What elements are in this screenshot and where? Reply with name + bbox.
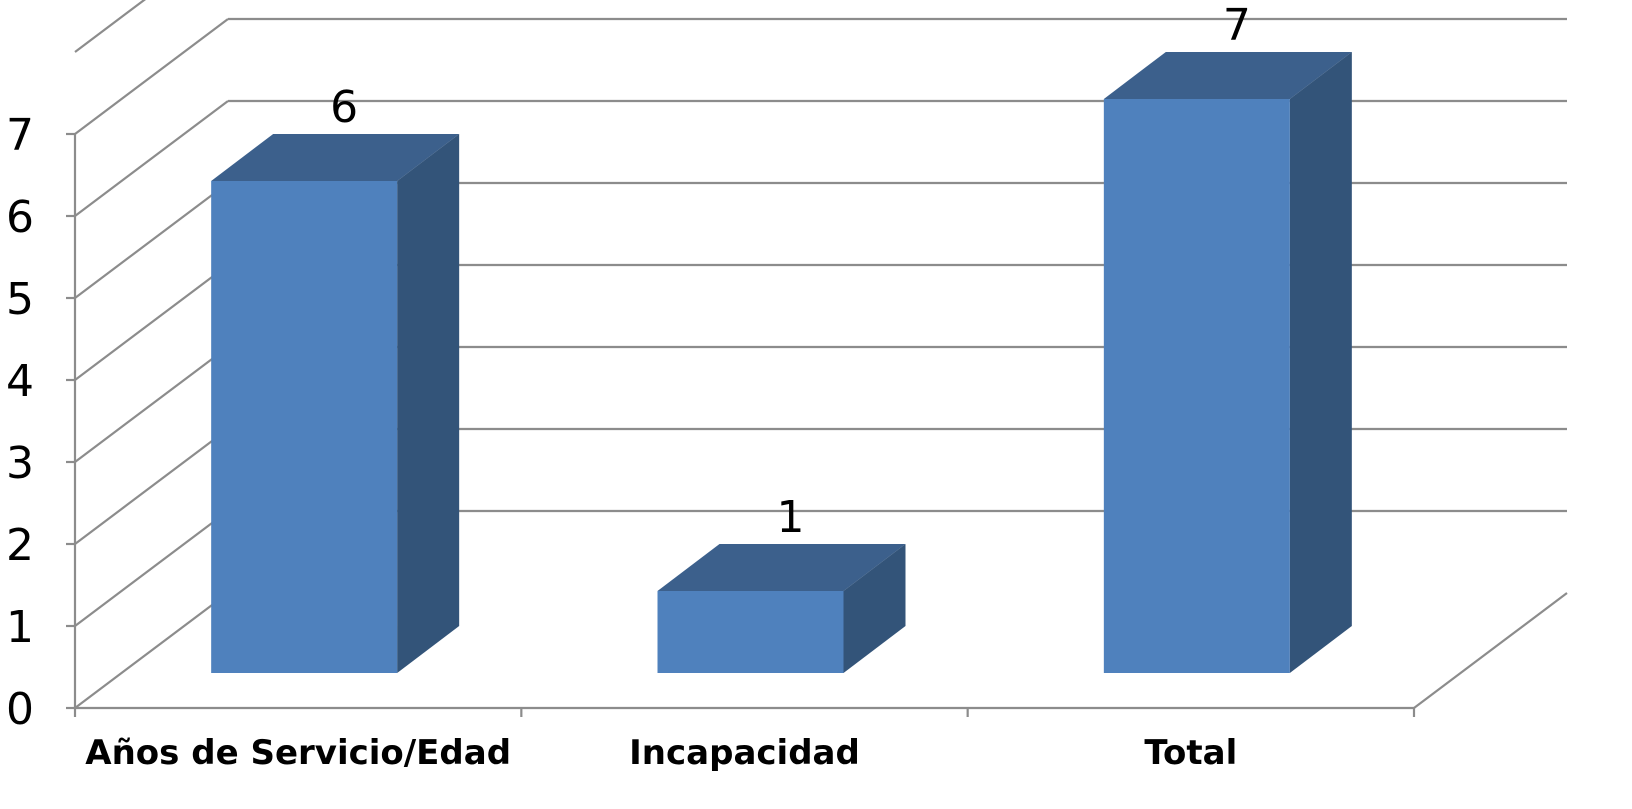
data-label: 1 xyxy=(777,492,805,543)
y-tick-label: 2 xyxy=(6,520,34,571)
bar-front-face xyxy=(1103,99,1290,673)
data-label: 7 xyxy=(1223,0,1251,51)
data-label: 6 xyxy=(330,82,358,133)
side-wall-gridline xyxy=(74,18,229,135)
side-wall-gridline xyxy=(74,510,229,627)
x-category-label: Incapacidad xyxy=(629,733,860,773)
y-tick-label: 7 xyxy=(6,110,34,161)
floor-right-edge xyxy=(1413,592,1568,709)
side-wall-gridline xyxy=(74,592,229,709)
bar-top-face xyxy=(657,544,906,591)
side-wall-gridline xyxy=(74,346,229,463)
side-wall-gridline xyxy=(74,264,229,381)
side-wall-gridline xyxy=(74,182,229,299)
bar xyxy=(1103,52,1352,673)
y-tick-label: 6 xyxy=(6,192,34,243)
bars-layer xyxy=(211,52,1352,673)
bar-top-face xyxy=(211,134,460,181)
y-tick-label: 4 xyxy=(6,356,34,407)
bar-side-face xyxy=(843,544,906,673)
x-category-label: Total xyxy=(1144,733,1237,773)
y-tick-label: 5 xyxy=(6,274,34,325)
y-tick-label: 1 xyxy=(6,602,34,653)
bar-front-face xyxy=(211,181,398,673)
axis-layer xyxy=(66,132,1568,717)
side-wall-gridline xyxy=(74,0,147,53)
y-tick-label: 0 xyxy=(6,684,34,735)
bar xyxy=(211,134,460,673)
x-category-label: Años de Servicio/Edad xyxy=(85,733,511,773)
side-wall-gridline xyxy=(74,100,229,217)
bar-side-face xyxy=(1289,52,1352,673)
bar-top-face xyxy=(1103,52,1352,99)
bar-front-face xyxy=(657,591,844,673)
labels-layer: 0 1 2 3 4 5 6 7 6 Años de Servicio/Edad 1 Incapacid… xyxy=(6,0,1251,773)
bar xyxy=(657,544,906,673)
side-wall-gridline xyxy=(74,428,229,545)
bar-side-face xyxy=(397,134,460,673)
y-tick-label: 3 xyxy=(6,438,34,489)
